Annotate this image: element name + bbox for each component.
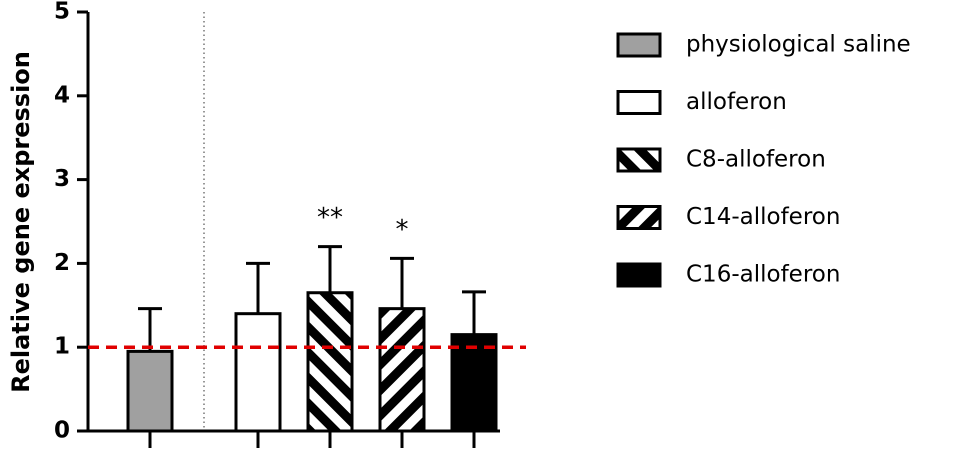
y-axis-label: Relative gene expression bbox=[7, 51, 35, 393]
y-tick-label: 5 bbox=[54, 0, 70, 25]
bar bbox=[450, 333, 498, 433]
y-tick-label: 2 bbox=[54, 250, 70, 276]
legend-swatch bbox=[616, 262, 662, 288]
legend-swatch bbox=[616, 205, 662, 230]
bar bbox=[234, 312, 282, 433]
legend-label: C16-alloferon bbox=[686, 262, 840, 288]
y-tick-label: 1 bbox=[54, 334, 70, 360]
bar bbox=[378, 307, 426, 433]
y-tick-label: 0 bbox=[54, 418, 70, 444]
significance-label: ** bbox=[317, 203, 343, 233]
legend-label: C8-alloferon bbox=[686, 147, 826, 173]
legend-swatch bbox=[616, 32, 662, 58]
bar bbox=[126, 349, 174, 433]
legend-label: C14-alloferon bbox=[686, 204, 840, 230]
y-tick-label: 4 bbox=[54, 82, 70, 108]
y-tick-label: 3 bbox=[54, 166, 70, 192]
bar bbox=[306, 291, 354, 433]
legend-swatch bbox=[616, 147, 662, 173]
legend-swatch bbox=[616, 90, 662, 115]
legend-label: alloferon bbox=[686, 89, 787, 115]
significance-label: * bbox=[396, 215, 409, 245]
legend-label: physiological saline bbox=[686, 32, 911, 58]
